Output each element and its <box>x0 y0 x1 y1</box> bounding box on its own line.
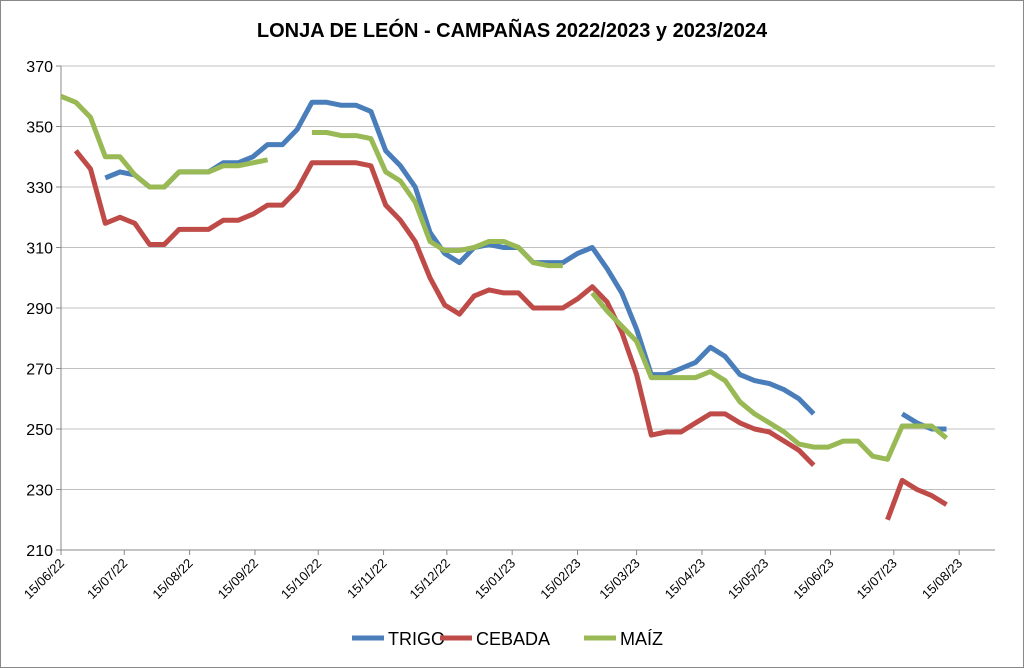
legend-label: MAÍZ <box>620 629 663 649</box>
y-tick-label: 210 <box>26 543 53 560</box>
y-tick-label: 250 <box>26 422 53 439</box>
chart-title: LONJA DE LEÓN - CAMPAÑAS 2022/2023 y 202… <box>257 18 768 42</box>
y-tick-label: 230 <box>26 483 53 500</box>
y-tick-label: 350 <box>26 120 53 137</box>
y-tick-label: 270 <box>26 362 53 379</box>
y-tick-label: 370 <box>26 59 53 76</box>
legend-label: TRIGO <box>388 629 445 649</box>
legend-label: CEBADA <box>476 629 550 649</box>
y-tick-label: 290 <box>26 301 53 318</box>
y-tick-label: 310 <box>26 241 53 258</box>
series-line <box>60 93 949 462</box>
y-tick-label: 330 <box>26 180 53 197</box>
series-line <box>73 149 948 521</box>
